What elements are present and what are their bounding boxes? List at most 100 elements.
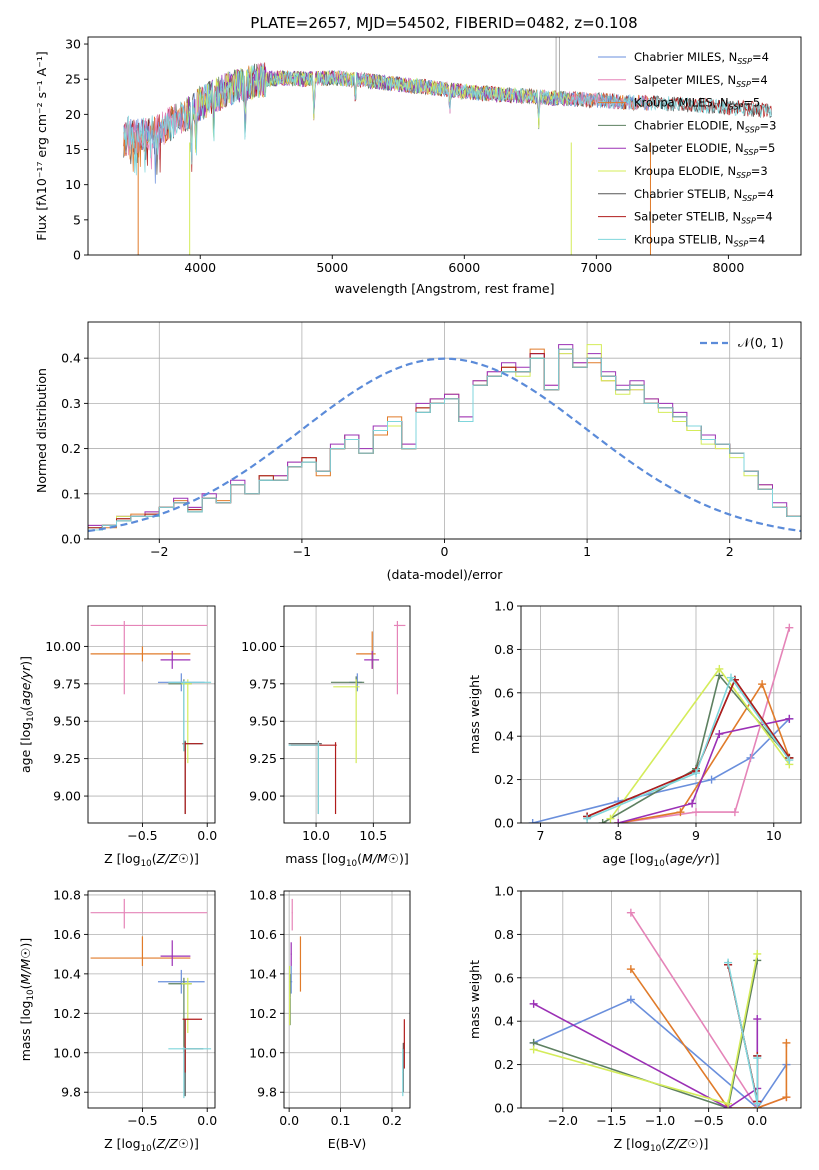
x-tick-label: 9	[692, 828, 700, 843]
y-tick-label: 15	[65, 142, 81, 157]
y-tick-label: 9.25	[53, 751, 81, 766]
chart-spectrum: 4000 5000 6000 7000 8000 0 5 10 15 20 25 30 waveleng…	[34, 36, 802, 296]
weight-line	[533, 960, 759, 1108]
y-tick-label: 10.00	[241, 639, 277, 654]
y-tick-label: 9.00	[53, 789, 81, 804]
x-tick-label: −0.5	[693, 1113, 723, 1128]
y-axis-label: mass weight	[467, 960, 482, 1039]
y-tick-label: 9.25	[249, 751, 277, 766]
y-tick-label: 9.75	[249, 676, 277, 691]
y-tick-label: 0.8	[494, 927, 514, 942]
legend-label: 𝒩(0, 1)	[738, 335, 784, 350]
y-axis-label: mass weight	[467, 675, 482, 754]
x-axis-label: (data-model)/error	[387, 567, 504, 582]
plot-area	[90, 898, 212, 1099]
y-tick-label: 10	[65, 177, 81, 192]
y-axis-label: age [log10(age/yr)]	[18, 656, 36, 773]
y-tick-label: 0.0	[494, 816, 514, 831]
weight-line	[630, 968, 788, 1108]
y-tick-label: 10.6	[249, 927, 277, 942]
y-tick-label: 0.6	[494, 970, 514, 985]
x-axis-label: mass [log10(M/M☉)]	[285, 851, 409, 869]
figure-title: PLATE=2657, MJD=54502, FIBERID=0482, z=0…	[250, 14, 637, 32]
chart-weight-vs-age: 7 8 9 10 0.0 0.2 0.4 0.6 0.8 1.0 age [log10(age/yr…	[467, 599, 802, 869]
y-tick-label: 10.4	[53, 966, 81, 981]
y-tick-label: 0.3	[61, 396, 81, 411]
chart-mass-vs-Z: −0.5 0.0 9.8 10.0 10.2 10.4 10.6 10.8 Z [log10(Z…	[18, 887, 217, 1154]
y-tick-label: 0.4	[494, 729, 514, 744]
x-tick-label: 0.0	[279, 1113, 299, 1128]
x-tick-label: 0.1	[331, 1113, 351, 1128]
legend-label: Salpeter STELIB, NSSP=4	[634, 210, 773, 226]
weight-line	[586, 675, 790, 820]
weight-line	[617, 718, 790, 823]
y-axis-label: Flux [fλ10⁻¹⁷ erg cm⁻² s⁻¹ A⁻¹]	[34, 51, 49, 240]
x-tick-label: −2.0	[548, 1113, 578, 1128]
y-tick-label: 0.8	[494, 642, 514, 657]
x-tick-label: 6000	[448, 260, 480, 275]
axes-frame	[87, 890, 216, 1109]
y-tick-label: 1.0	[494, 884, 514, 899]
x-tick-label: 10.0	[302, 828, 330, 843]
legend-label: Chabrier ELODIE, NSSP=3	[634, 118, 776, 134]
x-axis-label: wavelength [Angstrom, rest frame]	[334, 281, 554, 296]
y-tick-label: 0.0	[494, 1101, 514, 1116]
x-tick-label: 4000	[184, 260, 216, 275]
plot-area	[529, 908, 791, 1108]
spectrum-line	[123, 65, 773, 176]
weight-line	[533, 998, 788, 1108]
legend-label: Chabrier MILES, NSSP=4	[634, 50, 769, 66]
chart-residuals: −2 −1 0 1 2 0.0 0.1 0.2 0.3 0.4 (data-model)/error…	[34, 321, 802, 582]
weight-line	[532, 718, 790, 823]
plot-area	[289, 898, 405, 1097]
axes-frame	[283, 890, 411, 1109]
chart-weight-vs-Z: −2.0 −1.5 −1.0 −0.5 0.0 0.0 0.2 0.4 0.6 0.8 1.0 Z […	[467, 884, 802, 1154]
legend-label: Kroupa STELIB, NSSP=4	[634, 232, 765, 248]
y-tick-label: 0.4	[61, 351, 81, 366]
weight-line	[618, 627, 791, 823]
legend-label: Kroupa ELODIE, NSSP=3	[634, 164, 768, 180]
plot-area	[123, 37, 773, 255]
y-tick-label: 10.00	[45, 639, 81, 654]
x-tick-label: 7	[536, 828, 544, 843]
axes-frame	[87, 36, 802, 256]
y-tick-label: 20	[65, 107, 81, 122]
y-tick-label: 10.0	[249, 1045, 277, 1060]
x-tick-label: 1	[583, 544, 591, 559]
chart-age-vs-mass: 10.0 10.5 9.00 9.25 9.50 9.75 10.00 mass [log10…	[241, 605, 411, 869]
y-tick-label: 10.8	[249, 887, 277, 902]
y-tick-label: 0	[73, 248, 81, 263]
y-tick-label: 9.00	[249, 789, 277, 804]
x-axis-label: Z [log10(Z/Z☉)]	[104, 851, 199, 869]
y-tick-label: 10.4	[249, 966, 277, 981]
y-tick-label: 0.2	[494, 1057, 514, 1072]
plot-area	[288, 620, 406, 815]
axes-frame	[87, 605, 216, 824]
x-axis-label: E(B-V)	[328, 1136, 367, 1151]
y-tick-label: 0.2	[61, 441, 81, 456]
y-tick-label: 1.0	[494, 599, 514, 614]
x-tick-label: 5000	[316, 260, 348, 275]
x-axis-label: Z [log10(Z/Z☉)]	[614, 1136, 709, 1154]
y-axis-label: Normed distribution	[34, 368, 49, 493]
y-tick-label: 0.2	[494, 772, 514, 787]
y-tick-label: 10.6	[53, 927, 81, 942]
x-tick-label: −0.5	[127, 828, 157, 843]
legend-label: Chabrier STELIB, NSSP=4	[634, 187, 774, 203]
y-tick-label: 30	[65, 37, 81, 52]
legend: 𝒩(0, 1)	[700, 335, 784, 350]
y-tick-label: 9.75	[53, 676, 81, 691]
y-tick-label: 0.6	[494, 685, 514, 700]
y-tick-label: 10.0	[53, 1045, 81, 1060]
y-tick-label: 0.0	[61, 532, 81, 547]
y-axis-label: mass [log10(M/M☉)]	[18, 938, 36, 1062]
x-tick-label: −1.5	[596, 1113, 626, 1128]
x-axis-label: age [log10(age/yr)]	[602, 851, 719, 869]
chart-mass-vs-EBV: 0.0 0.1 0.2 9.8 10.0 10.2 10.4 10.6 10.8 E(B-V)	[249, 887, 411, 1151]
plot-area	[90, 620, 212, 815]
y-tick-label: 10.2	[249, 1006, 277, 1021]
legend-label: Salpeter ELODIE, NSSP=5	[634, 141, 775, 157]
y-tick-label: 0.4	[494, 1014, 514, 1029]
x-tick-label: −2	[150, 544, 168, 559]
